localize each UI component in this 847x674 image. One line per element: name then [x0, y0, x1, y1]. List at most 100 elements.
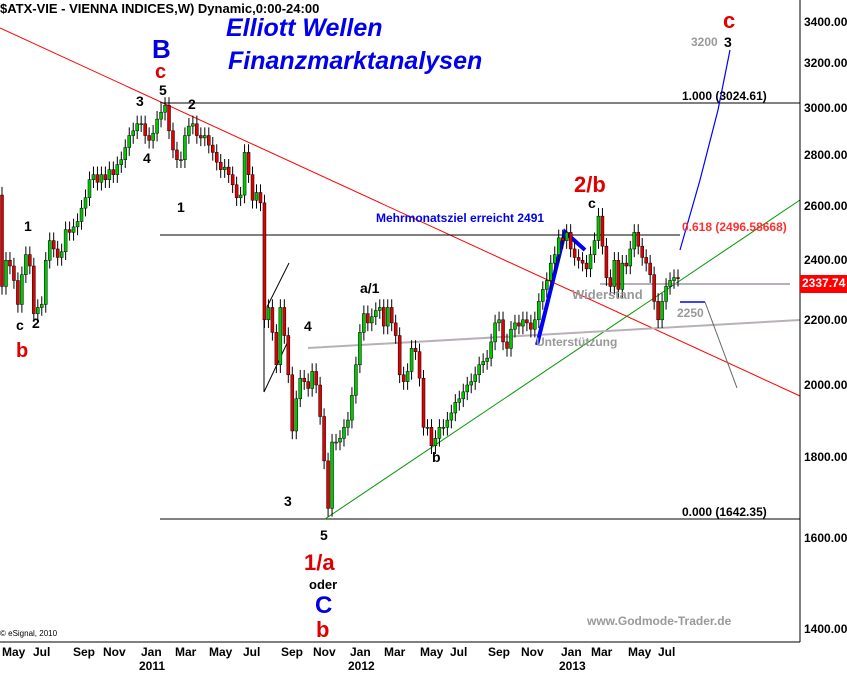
candle-body [568, 232, 573, 250]
wave-label-a1: a/1 [360, 280, 380, 296]
wave-label-5-top: 5 [159, 82, 167, 98]
candle [12, 257, 16, 289]
candle-body [230, 174, 235, 186]
candle-body [59, 251, 64, 258]
candle-body [207, 135, 211, 146]
candle [238, 186, 243, 206]
candle [481, 353, 485, 374]
candle-body [242, 152, 247, 196]
candle [55, 240, 60, 266]
candle-body [425, 427, 430, 429]
candle-body [588, 254, 593, 270]
candle-body [4, 260, 8, 287]
candle-body [24, 254, 28, 275]
candle [580, 252, 585, 272]
candle-body [163, 105, 167, 113]
candle-body [545, 280, 549, 290]
candle-body [67, 229, 72, 233]
candle [552, 246, 557, 272]
candle [71, 218, 76, 241]
candle-body [525, 319, 529, 324]
candle [346, 411, 350, 436]
candle-body [628, 248, 633, 267]
candle [672, 269, 676, 289]
month-tick-label: Jul [33, 645, 51, 659]
candle-body [529, 322, 533, 330]
candle [564, 224, 569, 249]
wave-label-c-right: c [588, 195, 596, 211]
candle-body [366, 313, 370, 324]
candle [230, 166, 235, 194]
green-uptrend-line [324, 199, 801, 520]
wave-label-2-left: 2 [32, 315, 40, 331]
candle-body [306, 381, 310, 389]
candle-body [505, 341, 509, 349]
candle [676, 269, 680, 287]
candle-body [620, 262, 625, 290]
wave-label-B: B [152, 34, 171, 64]
candle-body [246, 152, 251, 175]
candle-body [298, 377, 302, 400]
candle-body [397, 335, 402, 376]
candle [389, 299, 394, 332]
candle-body [318, 384, 322, 417]
candle-body [238, 194, 243, 198]
candle-body [123, 147, 128, 160]
candle [75, 213, 80, 236]
candle-body [648, 262, 652, 275]
candle [445, 411, 450, 436]
month-tick-label: Jul [243, 645, 261, 659]
candle-body [596, 215, 601, 241]
wave-label-1-left: 1 [24, 218, 32, 234]
candle [167, 97, 171, 140]
candle [358, 324, 362, 374]
candle [107, 161, 112, 188]
candle-body [489, 341, 493, 359]
wave-label-3-target: 3 [724, 34, 732, 50]
candle-body [552, 254, 557, 264]
candle-body [457, 398, 462, 403]
wave-label-b-left: b [16, 340, 29, 362]
candle [32, 257, 36, 322]
candle [119, 151, 124, 173]
candle-body [83, 197, 88, 209]
candle [302, 370, 306, 390]
candle [425, 419, 430, 436]
wave-label-5-low: 5 [320, 527, 328, 543]
candle-body [401, 374, 406, 382]
candle [226, 158, 231, 183]
wave-label-2-top: 2 [188, 96, 196, 112]
candle [115, 156, 120, 183]
candle-body [584, 262, 589, 270]
candle-body [381, 307, 386, 327]
candle [43, 252, 48, 313]
candle-body [218, 161, 223, 170]
candle [465, 376, 469, 401]
candle-body [640, 245, 644, 258]
candle-body [533, 319, 537, 330]
candle-body [549, 262, 553, 281]
candle [270, 299, 275, 341]
candle-body [203, 135, 207, 139]
candle-body [111, 169, 116, 175]
candles [0, 97, 680, 517]
candle [294, 390, 299, 440]
candle-body [75, 221, 80, 228]
candle-body [99, 174, 104, 183]
level-3200-label: 3200 [691, 35, 718, 49]
candle-body [338, 438, 342, 443]
candle [195, 115, 199, 144]
candle [314, 363, 318, 394]
candle [135, 115, 139, 140]
candle-body [55, 248, 60, 258]
candle-body [127, 135, 131, 148]
candle [266, 299, 271, 329]
candle-body [501, 319, 505, 343]
price-tick-label: 2000.00 [804, 378, 847, 392]
candle [0, 186, 4, 295]
candle-body [310, 371, 314, 389]
candle-body [286, 335, 291, 376]
month-tick-label: Sep [488, 645, 511, 659]
candle [616, 252, 621, 298]
candle-body [8, 260, 12, 267]
